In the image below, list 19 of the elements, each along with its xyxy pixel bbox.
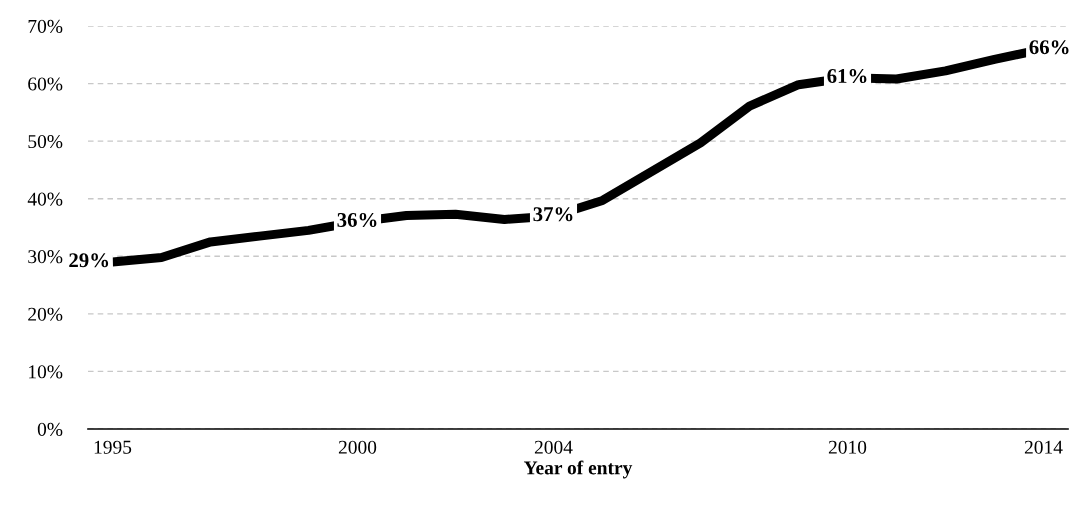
x-tick-label: 2000 — [338, 440, 377, 454]
x-axis-title: Year of entry — [523, 460, 633, 479]
y-tick-label: 10% — [29, 365, 63, 379]
data-label: 29% — [69, 253, 109, 268]
data-label: 66% — [1029, 40, 1069, 55]
data-label: 61% — [827, 68, 867, 84]
y-tick-label: 0% — [37, 422, 63, 436]
data-label: 36% — [337, 212, 377, 228]
x-tick-label: 2014 — [1024, 440, 1063, 454]
y-tick-label: 60% — [28, 77, 63, 91]
y-tick-label: 30% — [28, 250, 63, 264]
x-tick-label: 2004 — [534, 440, 573, 454]
x-tick-label: 1995 — [94, 440, 132, 454]
x-tick-label: 2010 — [828, 440, 867, 454]
y-tick-label: 40% — [27, 192, 63, 206]
y-tick-label: 50% — [28, 134, 63, 149]
y-tick-label: 20% — [28, 307, 63, 321]
data-label: 37% — [533, 207, 573, 222]
y-tick-label: 70% — [28, 19, 63, 33]
